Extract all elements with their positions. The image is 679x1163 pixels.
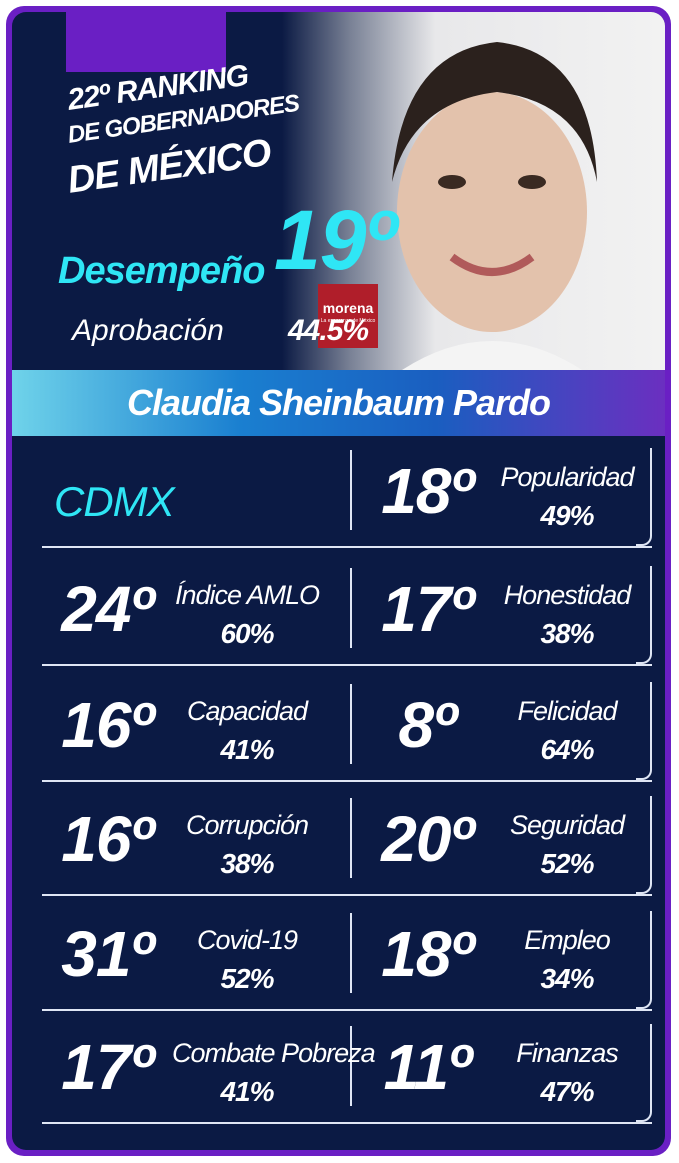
approval-label: Aprobación bbox=[72, 314, 224, 347]
metric-value: 41% bbox=[220, 1076, 274, 1107]
rank: 16º bbox=[61, 689, 154, 761]
rank: 17º bbox=[61, 1031, 154, 1103]
performance-rank: 19º bbox=[274, 193, 396, 287]
row-corner bbox=[636, 682, 652, 780]
party-name: morena bbox=[322, 300, 374, 316]
rank: 11º bbox=[383, 1031, 472, 1103]
divider bbox=[350, 798, 352, 878]
eye bbox=[438, 175, 466, 189]
row-corner bbox=[636, 566, 652, 664]
rank: 31º bbox=[61, 918, 154, 990]
metric-value: 64% bbox=[540, 734, 594, 765]
row-rule bbox=[42, 664, 652, 666]
row-corner bbox=[636, 796, 652, 894]
metric-label: Empleo bbox=[524, 925, 611, 955]
divider bbox=[350, 684, 352, 764]
metric-label: Índice AMLO bbox=[174, 580, 320, 610]
divider bbox=[350, 568, 352, 648]
rank: 18º bbox=[381, 455, 474, 527]
row-rule bbox=[42, 1122, 652, 1124]
metric-label: Honestidad bbox=[503, 580, 632, 610]
rank: 24º bbox=[61, 573, 154, 645]
row-corner bbox=[636, 911, 652, 1009]
approval-value: 44.5% bbox=[288, 314, 369, 347]
inner-panel: morena La esperanza de México 22º RANKIN… bbox=[12, 12, 665, 1150]
metric-value: 38% bbox=[220, 848, 274, 879]
party-logo: morena La esperanza de México bbox=[318, 284, 378, 348]
metric-value: 49% bbox=[540, 500, 594, 531]
portrait-art bbox=[392, 42, 597, 370]
divider bbox=[350, 913, 352, 993]
divider bbox=[350, 450, 352, 530]
hair bbox=[392, 42, 597, 182]
name-banner: Claudia Sheinbaum Pardo bbox=[12, 370, 665, 436]
metric-label: Popularidad bbox=[500, 462, 634, 492]
face bbox=[397, 92, 587, 332]
state: CDMX bbox=[54, 478, 175, 525]
metric-value: 52% bbox=[220, 963, 274, 994]
metric-label: Felicidad bbox=[517, 696, 617, 726]
metric-value: 41% bbox=[220, 734, 274, 765]
metric-value: 47% bbox=[540, 1076, 594, 1107]
shirt bbox=[402, 341, 582, 370]
metric-label: Finanzas bbox=[516, 1038, 619, 1068]
metric-value: 52% bbox=[540, 848, 594, 879]
row-corner bbox=[636, 448, 652, 546]
row-rule bbox=[42, 894, 652, 896]
card: morena La esperanza de México 22º RANKIN… bbox=[6, 6, 671, 1156]
row-rule bbox=[42, 546, 652, 548]
metric-value: 60% bbox=[220, 618, 274, 649]
row-corner bbox=[636, 1024, 652, 1122]
rank: 17º bbox=[381, 573, 474, 645]
title-tag bbox=[66, 12, 226, 72]
party-slogan: La esperanza de México bbox=[320, 318, 376, 324]
metric-value: 38% bbox=[540, 618, 594, 649]
metric-label: Corrupción bbox=[185, 810, 309, 840]
rank: 20º bbox=[381, 803, 474, 875]
metric-label: Capacidad bbox=[186, 696, 308, 726]
row-rule bbox=[42, 1009, 652, 1011]
rank: 16º bbox=[61, 803, 154, 875]
smile bbox=[449, 253, 535, 276]
metric-label: Covid-19 bbox=[196, 925, 298, 955]
governor-name: Claudia Sheinbaum Pardo bbox=[126, 382, 551, 423]
rank: 18º bbox=[381, 918, 474, 990]
metric-value: 34% bbox=[540, 963, 594, 994]
performance-label: Desempeño bbox=[58, 250, 265, 292]
metric-label: Combate Pobreza bbox=[172, 1038, 376, 1068]
rank: 8º bbox=[398, 689, 457, 761]
row-rule bbox=[42, 780, 652, 782]
eye bbox=[518, 175, 546, 189]
divider bbox=[350, 1026, 352, 1106]
metric-label: Seguridad bbox=[509, 810, 625, 840]
